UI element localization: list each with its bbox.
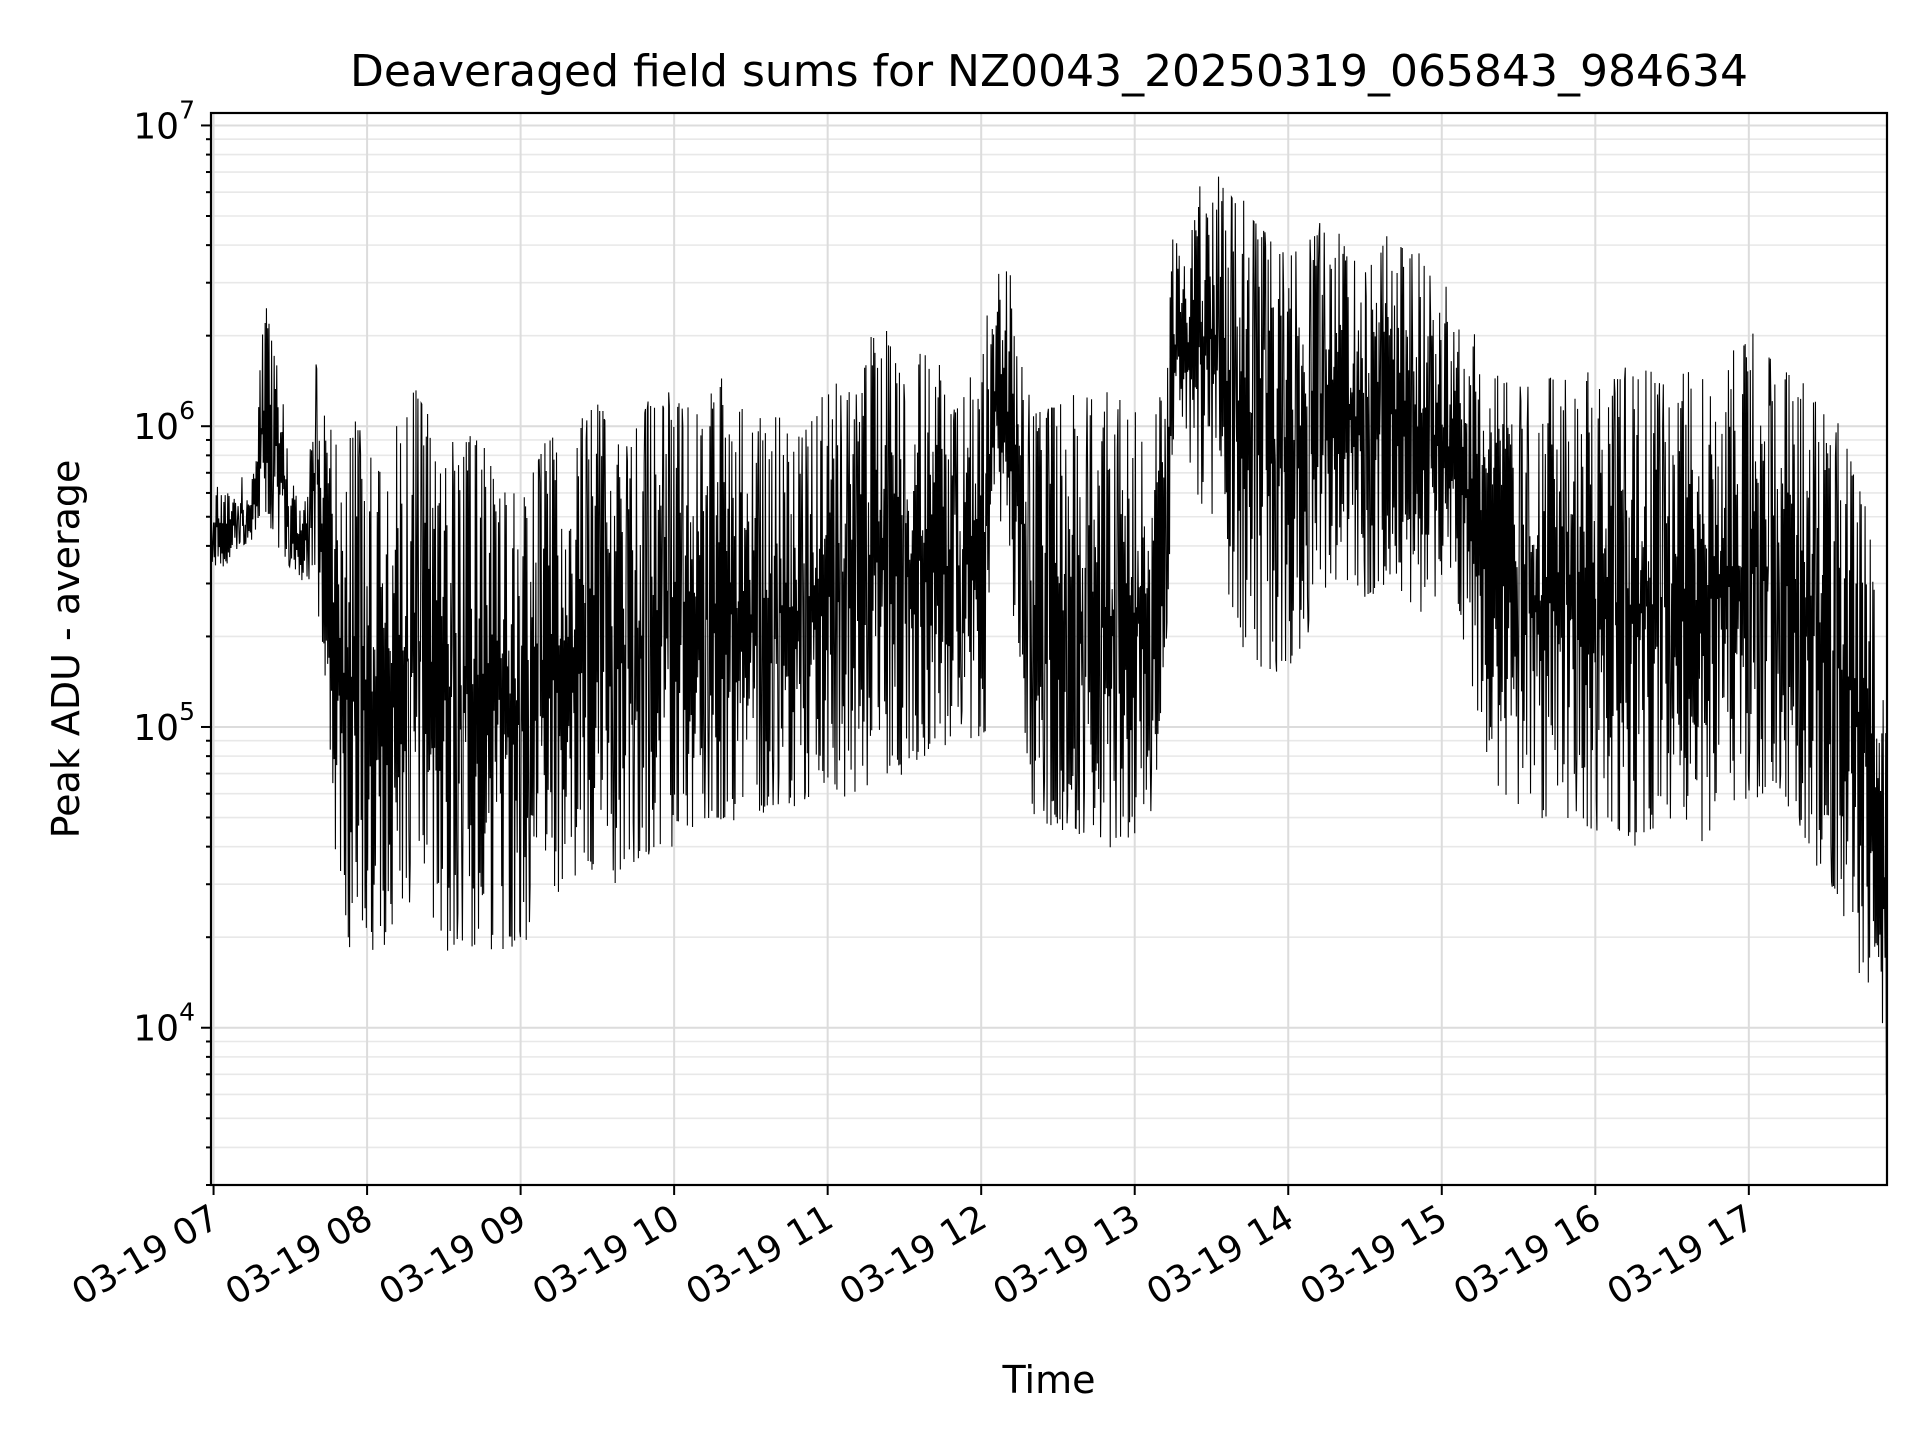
y-tick-label: 106: [133, 396, 195, 448]
y-tick-label: 105: [133, 697, 195, 749]
x-axis-label: Time: [1002, 1358, 1096, 1402]
series-line: [210, 176, 1888, 1095]
chart-title: Deaveraged field sums for NZ0043_2025031…: [350, 46, 1748, 97]
y-tick-label: 107: [133, 95, 195, 147]
plot-frame: [209, 111, 1889, 1187]
series-line-group: [210, 176, 1888, 1095]
y-axis-label: Peak ADU - average: [44, 460, 88, 839]
y-tick-label: 104: [133, 998, 195, 1050]
